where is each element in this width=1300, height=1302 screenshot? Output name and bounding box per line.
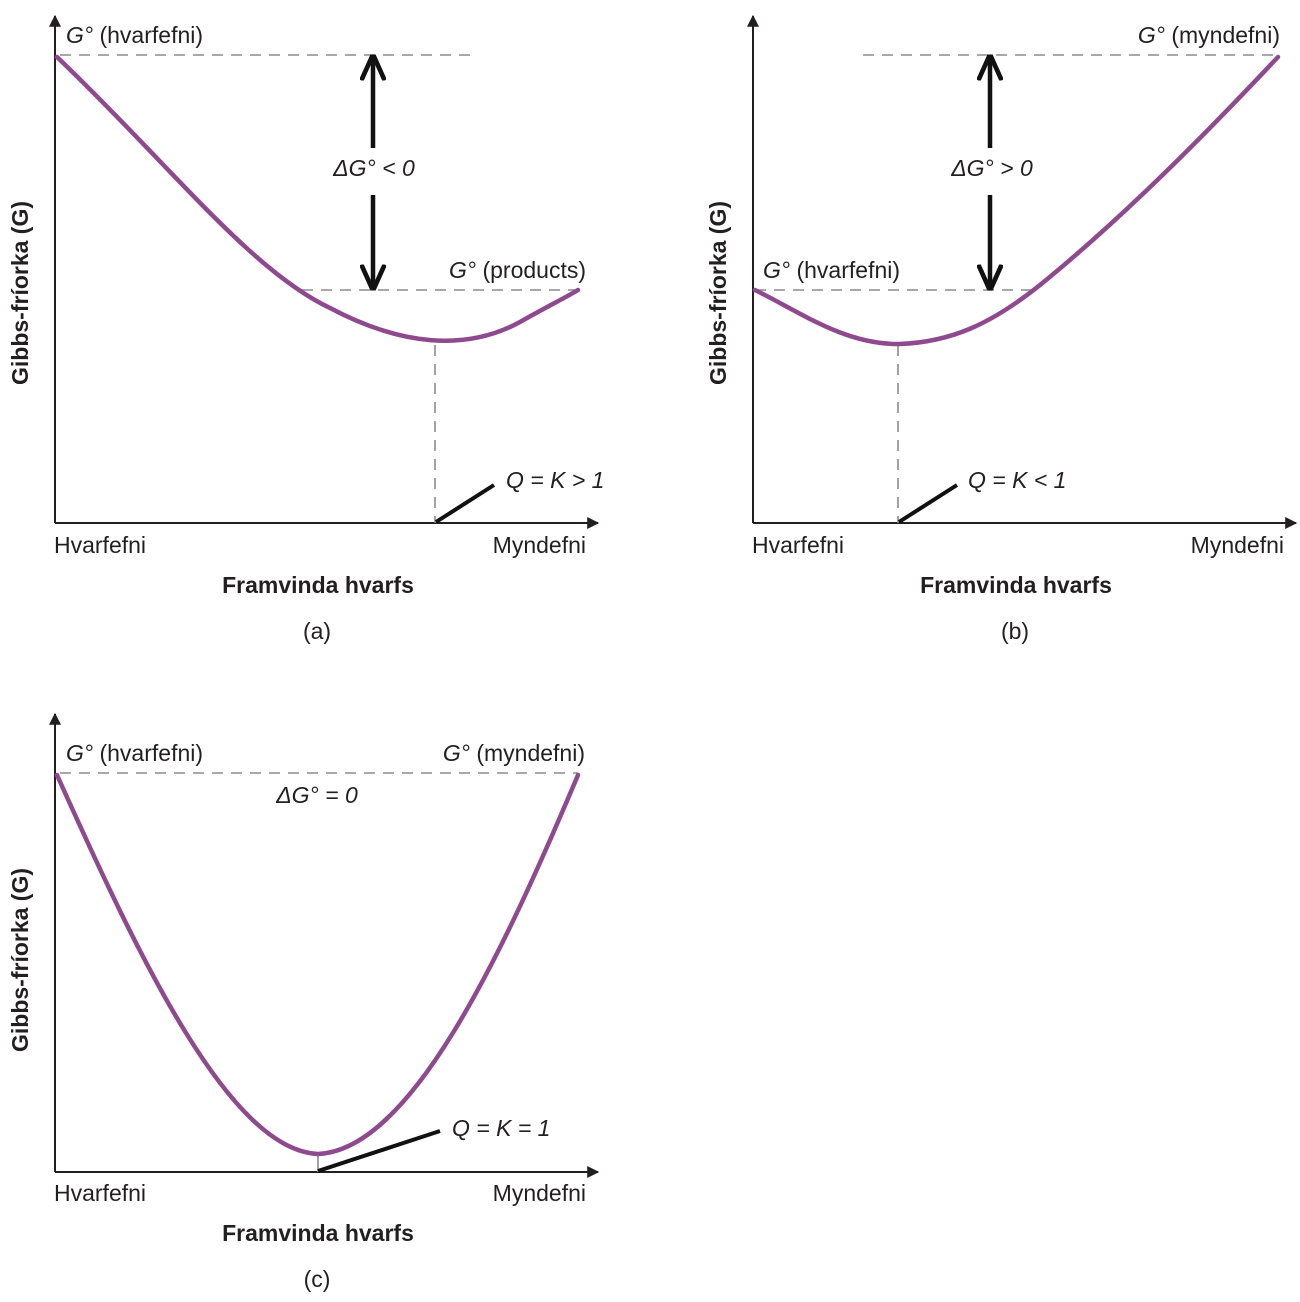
panel-c-delta-g-label: ΔG° = 0: [275, 782, 358, 808]
panel-b: G° (myndefni) G° (hvarfefni) ΔG° > 0 Q =…: [705, 14, 1298, 644]
panel-b-gibbs-curve: [752, 54, 1281, 347]
panel-b-g-top-label: G° (myndefni): [1138, 22, 1280, 48]
panel-a-x-start-label: Hvarfefni: [54, 532, 146, 558]
panel-c-equilibrium-label: Q = K = 1: [452, 1115, 550, 1141]
panel-a-y-axis-title: Gibbs-fríorka (G): [7, 201, 33, 385]
panel-c-gibbs-curve: [54, 772, 581, 1157]
panel-a-gibbs-curve: [54, 54, 581, 343]
panel-a-g-top-label: G° (hvarfefni): [66, 22, 203, 48]
panel-a-x-axis-title: Framvinda hvarfs: [222, 572, 414, 598]
panel-b-delta-g-label: ΔG° > 0: [950, 155, 1033, 181]
panel-a-delta-g-label: ΔG° < 0: [332, 155, 415, 181]
panel-b-caption: (b): [1001, 618, 1029, 644]
panel-a-g-low-label: G° (products): [449, 257, 586, 283]
panel-c: G° (hvarfefni) G° (myndefni) ΔG° = 0 Q =…: [7, 712, 600, 1292]
panel-c-y-axis-title: Gibbs-fríorka (G): [7, 868, 33, 1052]
panel-c-g-left-label: G° (hvarfefni): [66, 740, 203, 766]
panel-c-x-start-label: Hvarfefni: [54, 1180, 146, 1206]
panel-a-x-end-label: Myndefni: [493, 532, 586, 558]
panel-a: G° (hvarfefni) G° (products) ΔG° < 0 Q =…: [7, 14, 604, 644]
panel-b-g-low-label: G° (hvarfefni): [763, 257, 900, 283]
panel-a-caption: (a): [303, 618, 331, 644]
panel-b-x-end-label: Myndefni: [1191, 532, 1284, 558]
panel-a-equilibrium-label: Q = K > 1: [506, 467, 604, 493]
panel-a-equilibrium-leader: [434, 483, 496, 524]
panel-c-x-end-label: Myndefni: [493, 1180, 586, 1206]
panel-b-y-axis-title: Gibbs-fríorka (G): [705, 201, 731, 385]
panel-c-equilibrium-leader: [317, 1129, 441, 1173]
panel-b-equilibrium-label: Q = K < 1: [968, 467, 1066, 493]
panel-c-x-axis-title: Framvinda hvarfs: [222, 1220, 414, 1246]
panel-b-equilibrium-leader: [897, 483, 959, 524]
panel-b-x-start-label: Hvarfefni: [752, 532, 844, 558]
panel-b-x-axis-title: Framvinda hvarfs: [920, 572, 1112, 598]
panel-c-caption: (c): [304, 1266, 331, 1292]
panel-c-g-right-label: G° (myndefni): [443, 740, 585, 766]
